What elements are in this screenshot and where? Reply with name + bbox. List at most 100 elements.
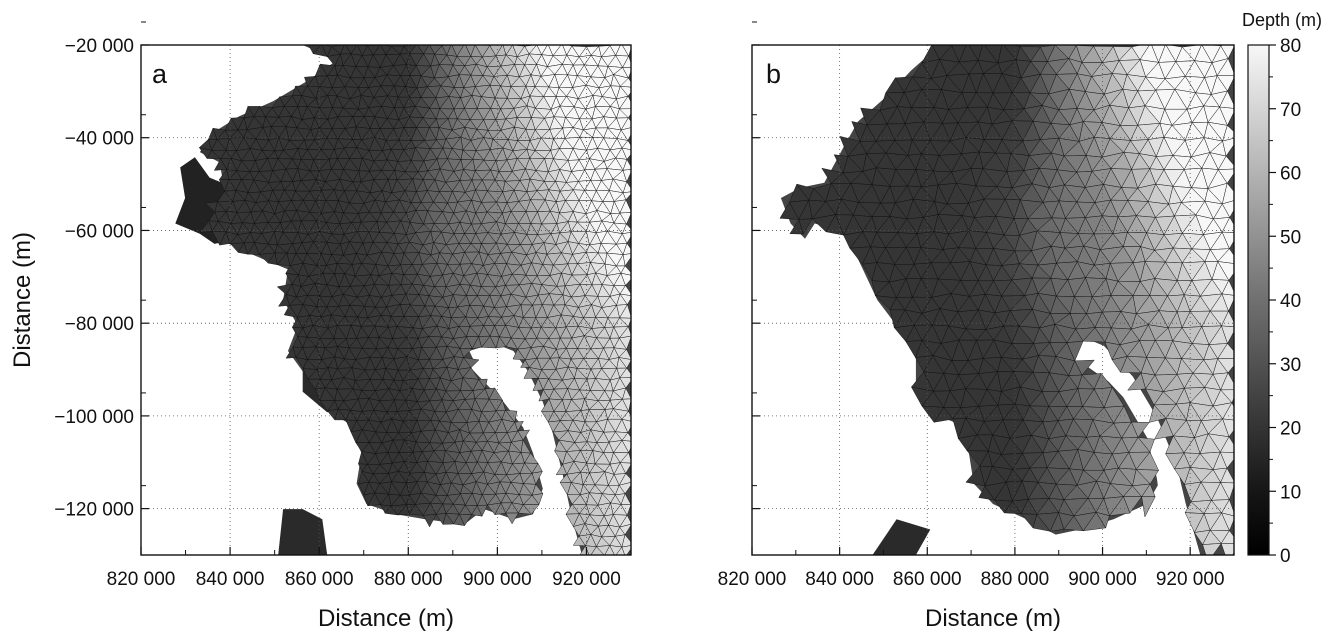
mesh-cell <box>619 524 631 536</box>
y-tick-label: −60 000 <box>65 221 134 242</box>
mesh-cell <box>1217 261 1234 281</box>
mesh-cell <box>367 492 381 507</box>
mesh-cell <box>1003 500 1022 515</box>
x-tick-label: 840 000 <box>196 569 265 590</box>
mesh-cell <box>965 465 986 487</box>
panel-b-island-bottom <box>872 519 931 555</box>
colorbar-ticks: 0 10 20 30 40 50 60 70 80 <box>1269 36 1301 567</box>
x-tick-label: 900 000 <box>1068 569 1137 590</box>
y-tick-label: −80 000 <box>65 314 134 335</box>
colorbar-tick-label: 0 <box>1280 546 1291 567</box>
mesh-cell <box>933 407 954 423</box>
mesh-cell <box>618 357 631 369</box>
mesh-cell <box>619 317 631 328</box>
panel-a-xlabel: Distance (m) <box>318 605 454 632</box>
panel-a-ticks: 820 000 840 000 860 000 880 000 900 000 920 0… <box>54 21 621 590</box>
mesh-cell <box>1217 358 1234 374</box>
mesh-cell <box>476 504 488 517</box>
colorbar-tick-label: 20 <box>1280 419 1301 440</box>
mesh-cell <box>1148 404 1167 423</box>
mesh-cell <box>572 535 586 547</box>
mesh-cell <box>247 242 260 255</box>
mesh-cell <box>1219 451 1234 469</box>
colorbar-tick-label: 70 <box>1280 100 1301 121</box>
mesh-cell <box>619 377 631 389</box>
y-tick-label: −40 000 <box>65 129 134 150</box>
mesh-cell <box>619 293 631 305</box>
colorbar-tick-label: 10 <box>1280 482 1301 503</box>
mesh-cell <box>453 513 465 526</box>
mesh-cell <box>622 253 631 267</box>
mesh-cell <box>618 482 631 494</box>
mesh-cell <box>199 220 213 233</box>
panel-b: 820 000 840 000 860 000 880 000 900 000 920 0… <box>718 21 1235 632</box>
panel-b-mesh <box>779 45 1234 555</box>
mesh-cell <box>1220 45 1234 59</box>
mesh-cell <box>505 512 519 525</box>
panel-b-xlabel: Distance (m) <box>925 605 1061 632</box>
mesh-cell <box>1202 543 1222 555</box>
mesh-cell <box>622 398 631 412</box>
panel-a-gridlines <box>141 45 631 555</box>
panel-a-island-bottom <box>278 509 328 555</box>
mesh-cell <box>1221 325 1234 345</box>
mesh-cell <box>1127 372 1146 391</box>
x-tick-label: 860 000 <box>285 569 354 590</box>
panel-b-label: b <box>766 59 781 89</box>
panel-a-mesh <box>198 45 631 555</box>
mesh-cell <box>825 214 844 236</box>
x-tick-label: 840 000 <box>805 569 874 590</box>
mesh-cell <box>620 127 631 141</box>
mesh-cell <box>619 335 631 350</box>
mesh-cell <box>442 512 454 525</box>
mesh-cell <box>538 389 550 402</box>
mesh-cell <box>789 218 804 235</box>
mesh-cell <box>1217 168 1234 184</box>
mesh-cell <box>1221 293 1234 312</box>
y-tick-label: −120 000 <box>54 500 134 521</box>
y-tick-label: −20 000 <box>65 36 134 57</box>
mesh-cell <box>1109 496 1131 517</box>
mesh-cell <box>237 242 249 255</box>
mesh-cell <box>522 504 540 515</box>
panel-b-spit-land <box>1074 335 1201 555</box>
mesh-cell <box>620 504 631 516</box>
colorbar-tick-label: 60 <box>1280 164 1301 185</box>
x-tick-label: 820 000 <box>107 569 176 590</box>
mesh-cell <box>512 348 526 361</box>
panel-a-spit-land <box>469 343 573 555</box>
colorbar-tick-label: 30 <box>1280 355 1301 376</box>
x-tick-label: 880 000 <box>374 569 443 590</box>
panel-b-ticks: 820 000 840 000 860 000 880 000 900 000 920 0… <box>718 21 1225 590</box>
mesh-cell <box>283 304 298 318</box>
mesh-cell <box>463 357 480 368</box>
mesh-cell <box>334 408 347 421</box>
y-tick-label: −100 000 <box>54 407 134 428</box>
mesh-cell <box>1219 106 1234 126</box>
mesh-cell <box>1221 200 1234 218</box>
mesh-cell <box>285 346 297 359</box>
x-tick-label: 820 000 <box>718 569 787 590</box>
mesh-cell <box>1131 421 1150 438</box>
x-tick-label: 860 000 <box>893 569 962 590</box>
panel-a-ylabel: Distance (m) <box>9 232 36 368</box>
mesh-cell <box>1221 231 1234 250</box>
mesh-cell <box>619 86 631 97</box>
x-tick-label: 880 000 <box>981 569 1050 590</box>
colorbar-tick-label: 40 <box>1280 291 1301 312</box>
mesh-cell <box>514 421 524 432</box>
colorbar-tick-label: 50 <box>1280 227 1301 248</box>
mesh-cell <box>618 108 631 119</box>
mesh-cell <box>621 440 631 454</box>
panel-a-label: a <box>152 59 168 89</box>
mesh-cell <box>619 212 631 225</box>
mesh-cell <box>1141 496 1156 518</box>
mesh-cell <box>422 514 437 528</box>
colorbar: Depth (m) 0 10 20 30 40 50 60 70 80 <box>1242 10 1322 567</box>
mesh-cell <box>620 272 631 286</box>
mesh-cell <box>622 169 631 183</box>
mesh-cell <box>622 191 631 201</box>
mesh-cell <box>1220 389 1234 404</box>
panel-a: 820 000 840 000 860 000 880 000 900 000 920 0… <box>9 21 632 632</box>
